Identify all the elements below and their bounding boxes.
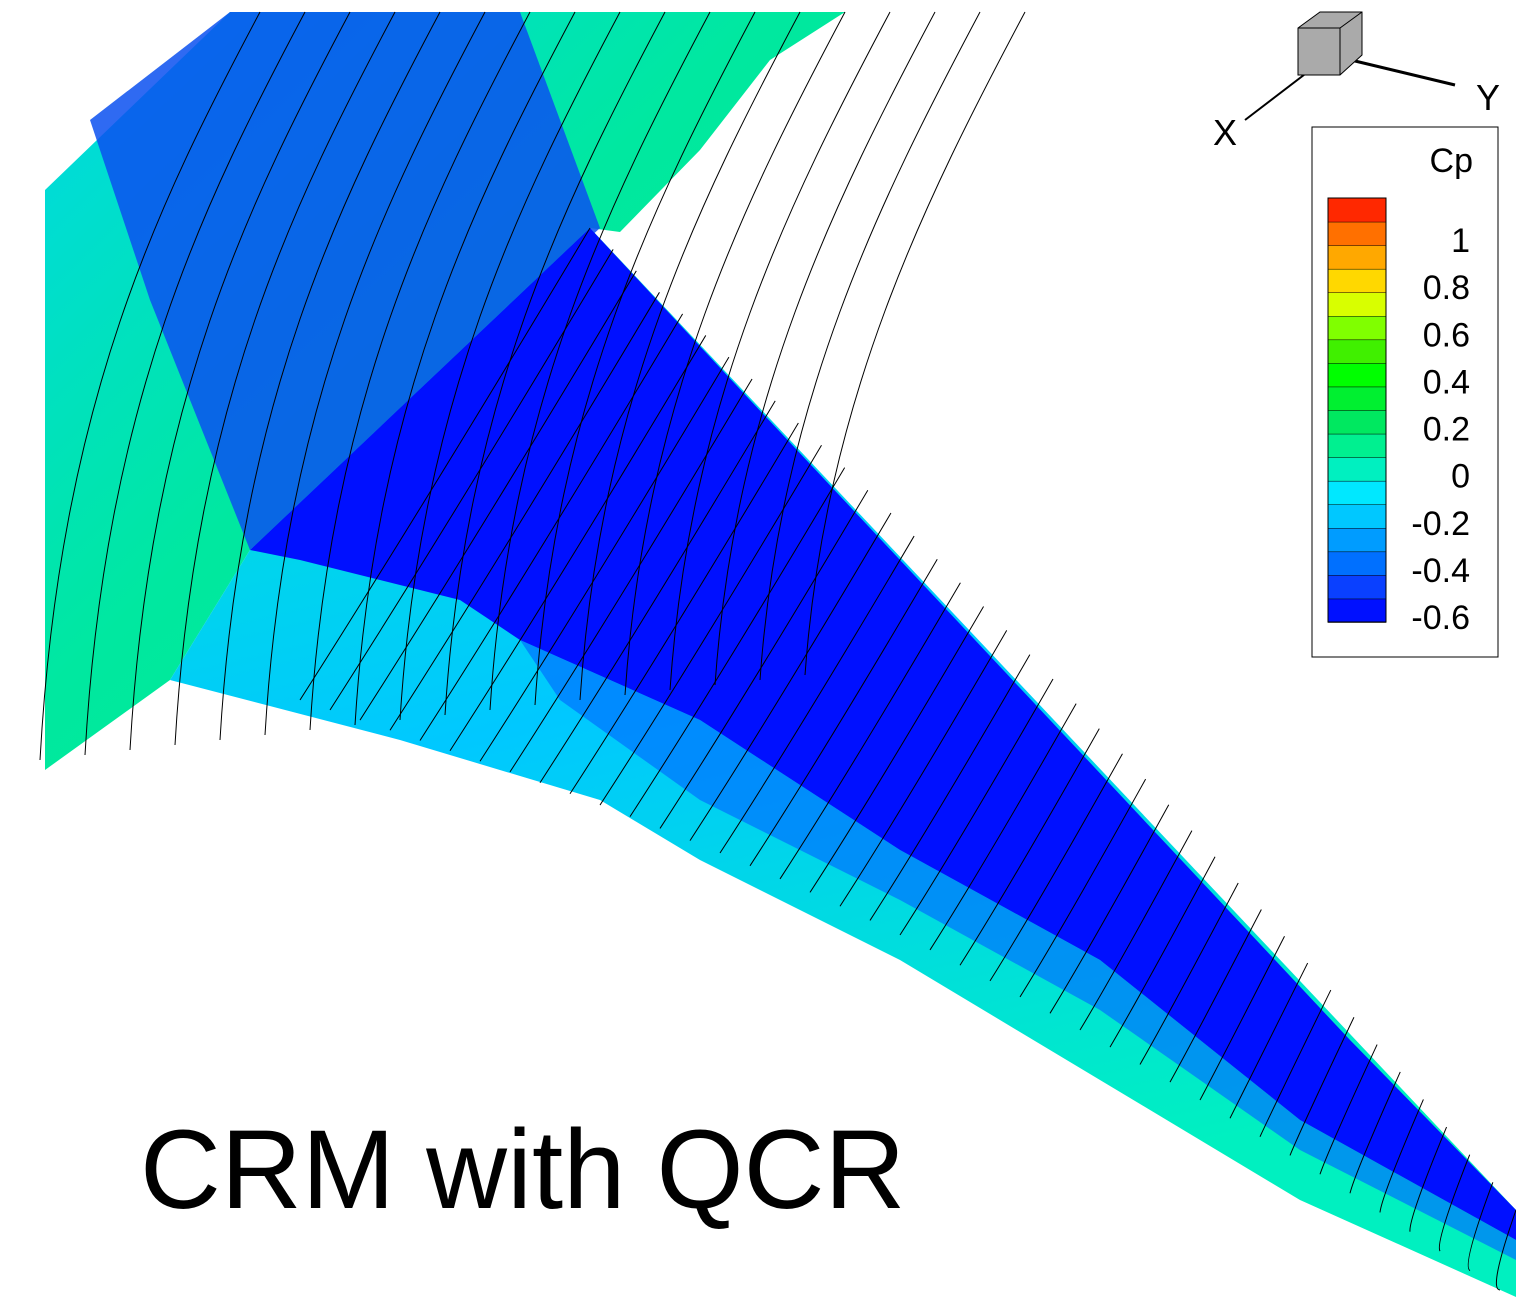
color-band [1328,363,1386,387]
color-band [1328,245,1386,269]
legend-label: 0.2 [1423,411,1470,449]
surface [45,12,1516,1297]
legend-label: 1 [1451,222,1470,260]
cube [1298,12,1362,75]
title: CRM with QCR [140,1107,905,1232]
color-band [1328,316,1386,340]
color-band [1328,551,1386,575]
color-band [1328,598,1386,622]
legend-label: 0.4 [1423,363,1470,401]
color-band [1328,410,1386,434]
legend-title: Cp [1430,142,1473,180]
color-band [1328,292,1386,316]
color-band [1328,481,1386,505]
color-band [1328,457,1386,481]
visualization: Y X Cp 1 0.8 0.6 0.4 0.2 0 -0.2 -0.4 -0.6 CRM wi… [0,0,1516,1297]
legend-label: 0.8 [1423,269,1470,307]
legend-label: -0.6 [1411,599,1470,637]
y-axis-label: Y [1476,77,1500,118]
color-band [1328,386,1386,410]
color-band [1328,528,1386,552]
x-axis-label: X [1213,112,1237,153]
legend-label: -0.2 [1411,505,1470,543]
legend-label: 0 [1451,458,1470,496]
color-band [1328,504,1386,528]
color-band [1328,269,1386,293]
color-band [1328,339,1386,363]
legend-label: -0.4 [1411,552,1470,590]
legend-label: 0.6 [1423,316,1470,354]
color-band [1328,575,1386,599]
color-band [1328,434,1386,458]
color-band [1328,222,1386,246]
legend: Cp 1 0.8 0.6 0.4 0.2 0 -0.2 -0.4 -0.6 [1312,127,1498,657]
color-band [1328,198,1386,222]
page: Y X Cp 1 0.8 0.6 0.4 0.2 0 -0.2 -0.4 -0.6 CRM wi… [0,0,1516,1297]
